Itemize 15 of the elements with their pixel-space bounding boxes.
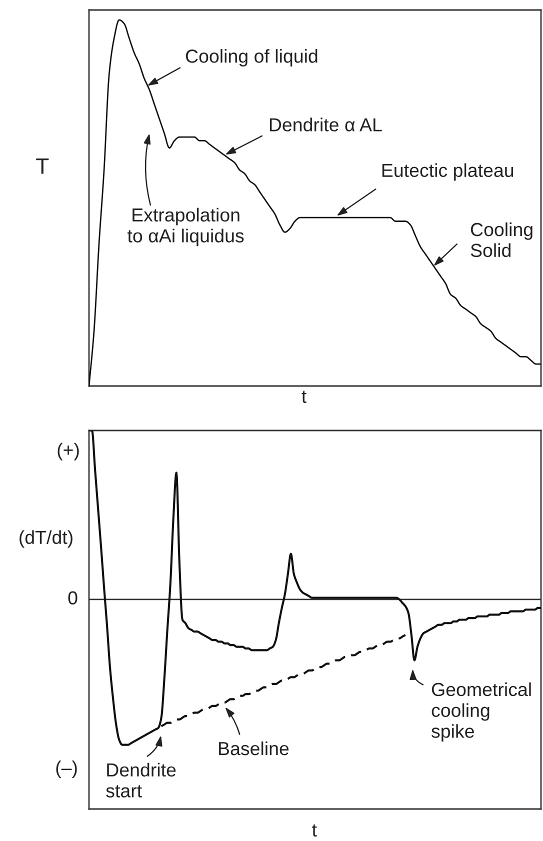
x-axis-title: t — [302, 390, 306, 403]
ref-line-label: 0 — [68, 591, 78, 605]
annotation: Baseline — [219, 741, 289, 756]
annotation: Cooling Solid — [470, 222, 532, 258]
annotation: Extrapolation to αAi liquidus — [128, 208, 244, 246]
y-axis-title: T — [36, 158, 49, 174]
annotation: Cooling of liquid — [186, 49, 318, 67]
text: (–) — [56, 760, 77, 778]
annotation: Dendrite α AL — [270, 118, 382, 132]
text: (+) — [58, 442, 79, 460]
text: Dendrite start — [106, 762, 176, 798]
x-axis-title: t — [312, 824, 317, 837]
annotation: Eutectic plateau — [382, 163, 514, 181]
y-axis-title: (dT/dt) — [20, 530, 72, 548]
annotation: Geometrical cooling spike — [432, 682, 531, 742]
